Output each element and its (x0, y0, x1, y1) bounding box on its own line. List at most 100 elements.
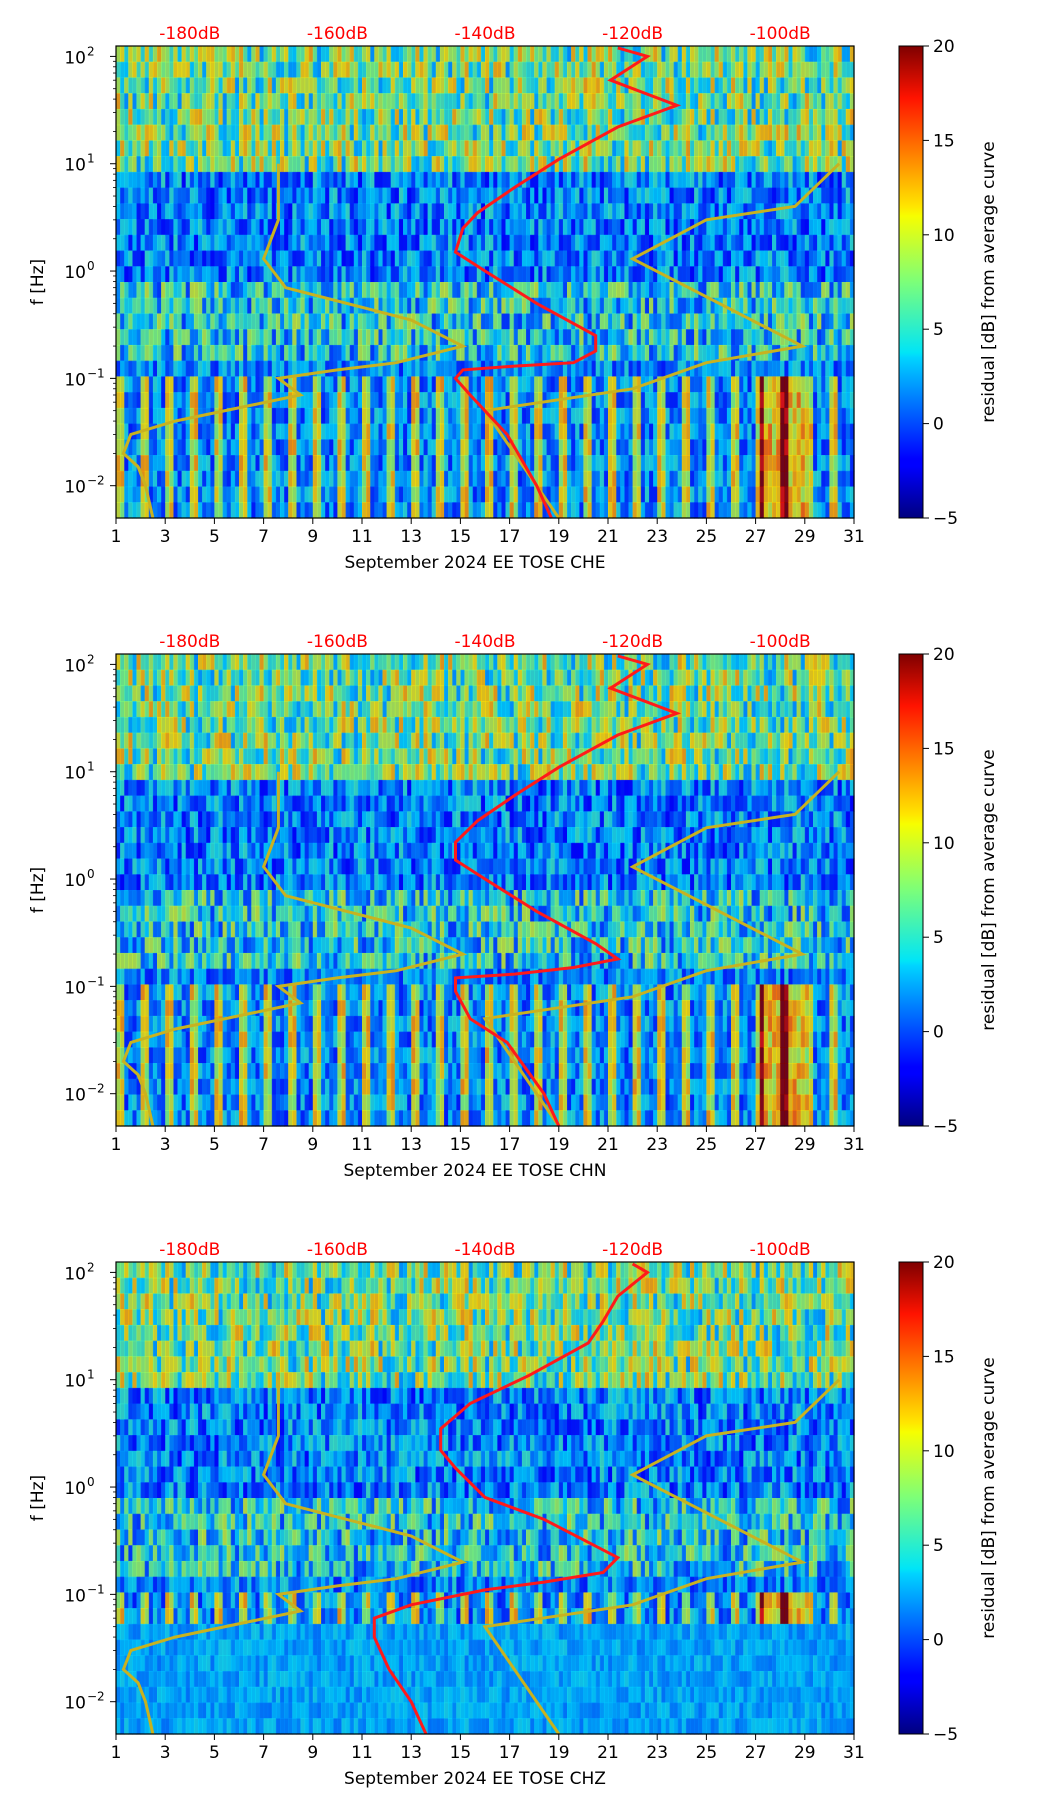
x-tick-label: 17 (499, 1135, 521, 1155)
colorbar-tick-label: 0 (933, 415, 944, 435)
colorbar-tick-label: 15 (933, 739, 955, 759)
noise-model-curve-low (121, 1379, 468, 1735)
y-tick-label: 10 (64, 1586, 86, 1606)
x-tick-label: 9 (307, 1743, 318, 1763)
db-scale-label: -120dB (602, 1240, 663, 1260)
db-scale-label: -160dB (307, 632, 368, 652)
colorbar: −5 0 5 10 15 20 residual [dB] from average cur… (898, 645, 999, 1137)
x-tick-label: 3 (160, 1135, 171, 1155)
x-tick-label: 23 (646, 1135, 668, 1155)
x-tick-label: 27 (745, 527, 767, 547)
x-tick-label: 13 (400, 1135, 422, 1155)
spectrogram-panel-chn: 1 3 5 7 9 11 13 15 17 19 21 23 25 27 29 31-180dB -160dB -… (28, 632, 999, 1181)
plot-frame (115, 653, 855, 1127)
x-tick-label: 19 (548, 1135, 570, 1155)
colorbar-label: residual [dB] from average curve (979, 749, 999, 1030)
y-tick-label: 10 (64, 978, 86, 998)
x-tick-label: 25 (696, 1135, 718, 1155)
x-tick-label: 1 (111, 1135, 122, 1155)
x-tick-label: 21 (597, 1743, 619, 1763)
colorbar-label: residual [dB] from average curve (979, 141, 999, 422)
noise-model-curve-high (482, 1378, 841, 1735)
x-tick-label: 3 (160, 1743, 171, 1763)
y-tick-exponent: −2 (87, 1690, 105, 1704)
plot-frame (115, 45, 855, 519)
colorbar-tick-label: −5 (933, 1117, 958, 1137)
y-tick-exponent: 0 (87, 867, 95, 881)
y-tick-label: 10 (64, 370, 86, 390)
y-tick-label: 10 (64, 263, 86, 283)
average-psd-curve (453, 46, 682, 519)
y-tick-exponent: 2 (87, 44, 95, 58)
average-psd-curve (454, 654, 682, 1127)
noise-model-curve-high (482, 162, 841, 519)
colorbar-tick-label: 0 (933, 1631, 944, 1651)
colorbar-tick-label: 15 (933, 131, 955, 151)
x-tick-label: 9 (307, 1135, 318, 1155)
x-axis-label: September 2024 EE TOSE CHE (344, 553, 605, 573)
y-tick-label: 10 (64, 48, 86, 68)
x-tick-label: 11 (351, 1743, 373, 1763)
colorbar-tick-label: 10 (933, 1442, 955, 1462)
y-tick-exponent: 0 (87, 1475, 95, 1489)
colorbar-tick-label: 15 (933, 1347, 955, 1367)
y-axis-label: f [Hz] (28, 259, 48, 305)
x-axis-label: September 2024 EE TOSE CHN (344, 1161, 607, 1181)
x-tick-label: 13 (400, 1743, 422, 1763)
x-tick-label: 31 (843, 527, 865, 547)
x-tick-label: 17 (499, 527, 521, 547)
x-tick-label: 13 (400, 527, 422, 547)
colorbar-tick-label: −5 (933, 1725, 958, 1745)
x-tick-label: 27 (745, 1135, 767, 1155)
y-tick-exponent: 0 (87, 259, 95, 273)
y-tick-exponent: 1 (87, 152, 95, 166)
x-tick-label: 25 (696, 1743, 718, 1763)
y-tick-label: 10 (64, 1372, 86, 1392)
db-scale-label: -100dB (750, 632, 811, 652)
x-tick-label: 1 (111, 527, 122, 547)
x-tick-label: 7 (258, 1743, 269, 1763)
db-scale-label: -140dB (454, 24, 515, 44)
x-tick-label: 15 (450, 1135, 472, 1155)
y-tick-label: 10 (64, 478, 86, 498)
colorbar-tick-label: 5 (933, 928, 944, 948)
y-tick-exponent: −1 (87, 1582, 105, 1596)
db-scale-label: -180dB (159, 632, 220, 652)
x-tick-label: 19 (548, 1743, 570, 1763)
y-tick-label: 10 (64, 871, 86, 891)
x-tick-label: 1 (111, 1743, 122, 1763)
y-tick-label: 10 (64, 1086, 86, 1106)
x-tick-label: 5 (209, 1743, 220, 1763)
x-tick-label: 29 (794, 1135, 816, 1155)
noise-model-curve-low (121, 771, 468, 1127)
spectrogram-panel-che: 1 3 5 7 9 11 13 15 17 19 21 23 25 27 29 31-180dB -160dB -… (28, 24, 999, 573)
y-tick-exponent: 1 (87, 760, 95, 774)
x-tick-label: 19 (548, 527, 570, 547)
db-scale-label: -100dB (750, 1240, 811, 1260)
x-tick-label: 27 (745, 1743, 767, 1763)
y-tick-label: 10 (64, 1694, 86, 1714)
y-tick-exponent: −1 (87, 974, 105, 988)
colorbar-tick-label: 20 (933, 37, 955, 57)
x-tick-label: 15 (450, 527, 472, 547)
y-tick-exponent: 2 (87, 652, 95, 666)
y-tick-label: 10 (64, 656, 86, 676)
db-scale-label: -140dB (454, 1240, 515, 1260)
y-tick-exponent: −2 (87, 1082, 105, 1096)
x-tick-label: 29 (794, 1743, 816, 1763)
x-tick-label: 9 (307, 527, 318, 547)
colorbar-tick-label: 10 (933, 834, 955, 854)
y-tick-label: 10 (64, 156, 86, 176)
db-scale-label: -140dB (454, 632, 515, 652)
x-tick-label: 25 (696, 527, 718, 547)
plot-frame (115, 1261, 855, 1735)
colorbar-tick-label: 20 (933, 1253, 955, 1273)
y-tick-exponent: 2 (87, 1260, 95, 1274)
colorbar-label: residual [dB] from average curve (979, 1357, 999, 1638)
x-tick-label: 11 (351, 1135, 373, 1155)
db-scale-label: -100dB (750, 24, 811, 44)
y-tick-label: 10 (64, 1479, 86, 1499)
noise-model-curve-low (121, 163, 468, 519)
colorbar-tick-label: 10 (933, 226, 955, 246)
